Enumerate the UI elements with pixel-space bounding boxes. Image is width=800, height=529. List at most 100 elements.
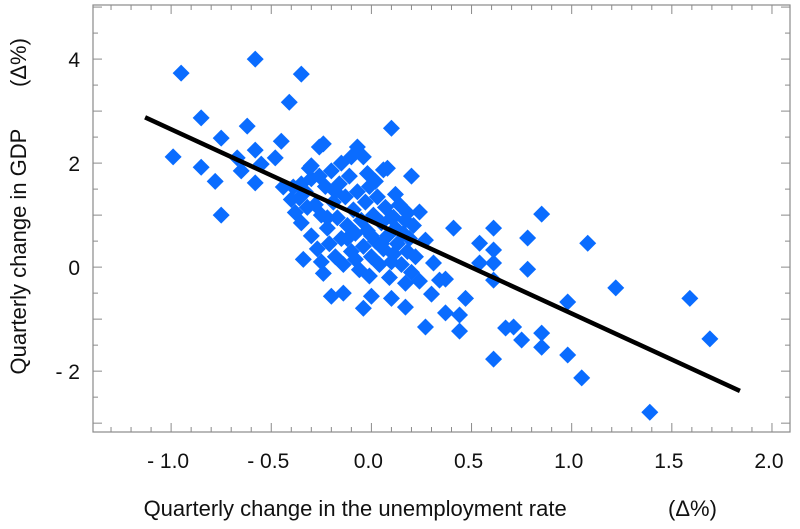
data-point [370, 256, 388, 274]
data-point [416, 318, 434, 336]
data-point [382, 289, 400, 307]
data-point [380, 269, 398, 287]
data-point [302, 157, 320, 175]
data-point [362, 227, 380, 245]
data-point [559, 293, 577, 311]
data-point [334, 256, 352, 274]
data-point [579, 234, 597, 252]
data-point [430, 271, 448, 289]
data-point [485, 350, 503, 368]
data-point [318, 219, 336, 237]
data-point [505, 318, 523, 336]
plot-frame [92, 4, 791, 433]
data-point [238, 117, 256, 135]
x-tick-label: 0.0 [354, 450, 383, 473]
data-point [340, 167, 358, 185]
data-point [681, 289, 699, 307]
data-points [164, 50, 719, 421]
data-point [266, 149, 284, 167]
data-point [294, 250, 312, 268]
y-tick-label: 0 [68, 257, 80, 280]
y-tick-label: 2 [68, 153, 80, 176]
y-tick-label: - 2 [55, 361, 80, 384]
y-axis-title: Quarterly change in GDP (Δ%) [6, 20, 31, 405]
data-point [533, 205, 551, 223]
data-point [641, 403, 659, 421]
y-tick-label: 4 [68, 49, 80, 72]
data-point [328, 209, 346, 227]
data-point [701, 330, 719, 348]
data-point [354, 148, 372, 166]
data-point [406, 248, 424, 266]
data-point [445, 219, 463, 237]
data-point [402, 167, 420, 185]
data-point [402, 263, 420, 281]
x-axis-title: Quarterly change in the unemployment rat… [113, 496, 735, 521]
data-point [410, 203, 428, 221]
y-axis-unit: (Δ%) [6, 38, 31, 87]
data-point [451, 322, 469, 340]
data-point [422, 285, 440, 303]
data-point [338, 230, 356, 248]
data-point [302, 227, 320, 245]
data-point [356, 193, 374, 211]
data-point [322, 287, 340, 305]
data-point [164, 148, 182, 166]
x-tick-label: - 0.5 [247, 450, 289, 473]
x-tick-label: 2.0 [754, 450, 783, 473]
data-point [368, 188, 386, 206]
data-point [314, 135, 332, 153]
data-point [212, 129, 230, 147]
data-point [396, 298, 414, 316]
data-point [320, 235, 338, 253]
data-point [292, 214, 310, 232]
data-point [366, 172, 384, 190]
data-point [310, 167, 328, 185]
x-tick-label: 1.0 [554, 450, 583, 473]
x-tick-label: 0.5 [454, 450, 483, 473]
data-point [314, 264, 332, 282]
data-point [322, 162, 340, 180]
data-point [362, 287, 380, 305]
x-axis-unit: (Δ%) [668, 496, 717, 521]
data-point [280, 93, 298, 111]
data-point [334, 284, 352, 302]
data-point [573, 369, 591, 387]
data-point [471, 234, 489, 252]
data-point [232, 162, 250, 180]
data-point [519, 260, 537, 278]
data-point [437, 304, 455, 322]
data-point [348, 183, 366, 201]
data-point [246, 174, 264, 192]
data-point [485, 254, 503, 272]
data-point [457, 289, 475, 307]
data-point [382, 119, 400, 137]
data-point [282, 191, 300, 209]
x-axis-title-text: Quarterly change in the unemployment rat… [144, 496, 567, 521]
data-point [372, 235, 390, 253]
x-tick-labels: - 1.0 - 0.5 0.0 0.5 1.0 1.5 2.0 [147, 450, 783, 473]
data-point [559, 346, 577, 364]
data-point [172, 64, 190, 82]
data-point [354, 299, 372, 317]
data-point [485, 241, 503, 259]
data-point [497, 319, 515, 337]
data-point [404, 217, 422, 235]
axis-ticks [93, 5, 790, 432]
data-point [607, 279, 625, 297]
x-tick-label: 1.5 [654, 450, 683, 473]
data-point [378, 159, 396, 177]
data-point [346, 250, 364, 268]
data-point [192, 109, 210, 127]
data-point [519, 229, 537, 247]
data-point [318, 209, 336, 227]
data-point [424, 254, 442, 272]
data-point [308, 240, 326, 258]
data-point [386, 185, 404, 203]
data-point [272, 132, 290, 150]
data-point [354, 237, 372, 255]
data-point [292, 65, 310, 83]
data-point [485, 219, 503, 237]
data-point [326, 183, 344, 201]
